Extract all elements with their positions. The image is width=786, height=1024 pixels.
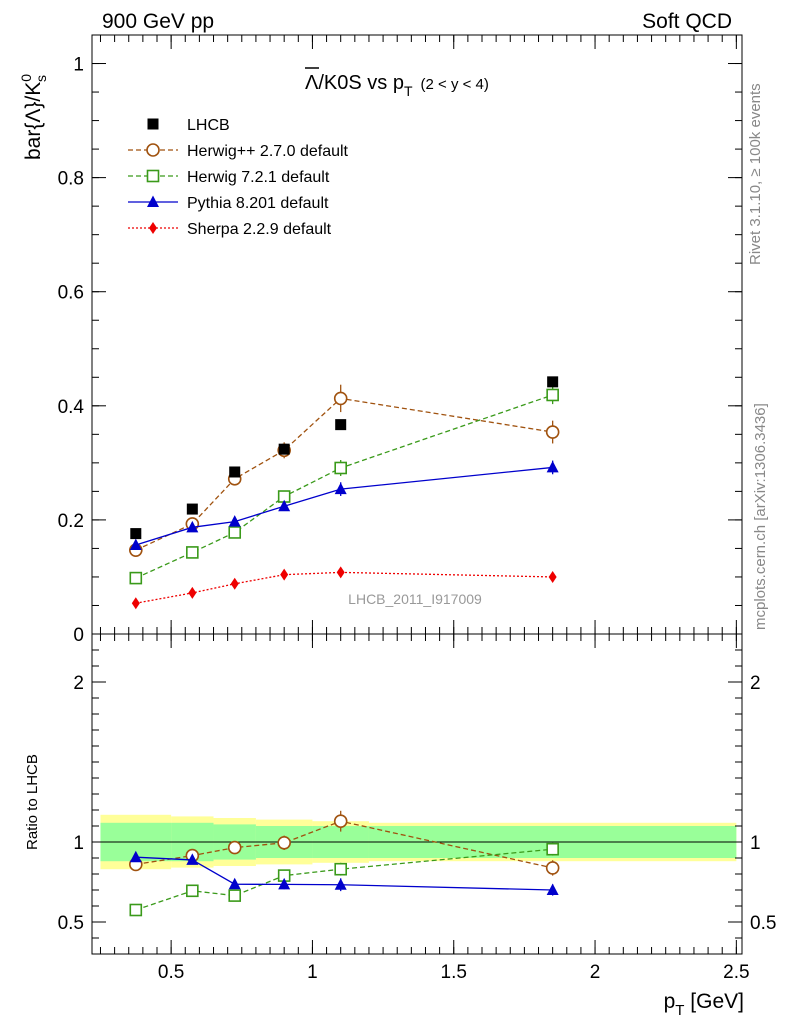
title-lambda: Λ: [305, 72, 319, 94]
xlabel-sub: T: [675, 1002, 684, 1019]
data-point-sherpa: [548, 570, 557, 583]
ratio-point-pythia: [546, 883, 559, 895]
data-point-herwigpp: [333, 391, 348, 406]
data-point-lhcb: [229, 466, 241, 478]
main-ytick-label: 0.8: [58, 169, 84, 190]
data-point-sherpa: [188, 586, 197, 599]
analysis-watermark: LHCB_2011_I917009: [348, 591, 482, 607]
header-left: 900 GeV pp: [102, 10, 214, 33]
data-point-pythia: [186, 520, 199, 533]
legend-marker-herwig7: [146, 169, 160, 183]
ratio-ytick-label: 1: [73, 833, 84, 854]
title-range: (2 < y < 4): [421, 76, 489, 93]
data-point-herwigpp: [545, 425, 560, 439]
ratio-point-pythia: [129, 850, 142, 863]
ratio-ytick-label-right: 1: [750, 833, 761, 854]
main-series-line-sherpa: [135, 571, 553, 604]
ratio-series-line-pythia: [135, 856, 553, 891]
ratio-point-herwig7: [334, 862, 347, 876]
main-series-line-herwigpp: [135, 397, 553, 551]
ratio-point-herwig7: [228, 889, 242, 902]
main-ytick-label: 0.4: [58, 397, 85, 418]
main-ytick-label: 0.6: [58, 283, 84, 304]
data-point-sherpa: [336, 566, 345, 579]
ratio-point-herwig7: [186, 884, 199, 898]
ratio-ytick-label-right: 0.5: [750, 913, 776, 934]
ratio-ylabel: Ratio to LHCB: [24, 754, 41, 850]
ratio-plot-series: [129, 810, 560, 917]
xlabel-main: p: [664, 990, 676, 1013]
ratio-point-pythia: [278, 877, 291, 890]
data-point-lhcb: [278, 443, 290, 455]
ratio-point-herwig7: [546, 842, 559, 856]
data-point-pythia: [334, 482, 347, 495]
title-sub: T: [404, 83, 413, 99]
ratio-ytick-label: 2: [73, 673, 84, 694]
legend-marker-lhcb: [147, 118, 159, 130]
plot-title: Λ/K0S vs pT (2 < y < 4): [305, 67, 489, 99]
xtick-label: 2.5: [723, 962, 749, 983]
rivet-label: Rivet 3.1.10, ≥ 100k events: [747, 83, 764, 265]
ratio-ytick-label: 0.5: [58, 913, 84, 934]
data-point-herwig7: [129, 571, 143, 585]
legend-marker-pythia: [147, 195, 159, 207]
ratio-point-herwigpp: [333, 814, 348, 829]
xtick-label: 2: [590, 962, 601, 983]
legend-label-lhcb: LHCB: [187, 117, 230, 134]
ratio-point-herwigpp: [277, 835, 291, 850]
data-point-herwig7: [186, 546, 199, 559]
xtick-label: 0.5: [158, 962, 184, 983]
data-point-pythia: [546, 460, 559, 473]
data-point-pythia: [278, 499, 291, 512]
main-ytick-label: 0: [73, 625, 84, 646]
xlabel-unit: [GeV]: [684, 990, 744, 1013]
ratio-ytick-label-right: 2: [750, 673, 761, 694]
xtick-label: 1.5: [441, 962, 467, 983]
data-point-sherpa: [280, 568, 289, 581]
data-point-pythia: [129, 538, 142, 551]
legend-marker-sherpa: [149, 222, 157, 234]
data-point-lhcb: [186, 503, 198, 515]
legend-label-pythia: Pythia 8.201 default: [187, 195, 329, 212]
legend-label-herwigpp: Herwig++ 2.7.0 default: [187, 143, 349, 160]
ratio-point-pythia: [334, 878, 347, 890]
data-point-sherpa: [131, 597, 140, 610]
ylabel-sub: s: [33, 75, 49, 82]
data-point-herwig7: [334, 461, 347, 475]
mcplots-label: mcplots.cern.ch [arXiv:1306.3436]: [752, 403, 769, 630]
main-plot-series: [129, 376, 560, 610]
main-ytick-label: 1: [73, 55, 84, 76]
xtick-label: 1: [307, 962, 318, 983]
title-main: /K0S vs p: [318, 72, 404, 94]
axis-ticks: 0 0.2 0.4 0.6 0.8 1 0.5 0.5 1 1 2 2 0.5 1 1.5 2 2.5: [58, 35, 776, 983]
main-series-line-pythia: [135, 466, 553, 546]
ratio-point-herwig7: [129, 903, 143, 917]
legend-label-sherpa: Sherpa 2.2.9 default: [187, 221, 332, 238]
data-point-lhcb: [335, 419, 347, 431]
main-ytick-label: 0.2: [58, 511, 84, 532]
ratio-point-herwigpp: [545, 861, 560, 875]
data-point-lhcb: [547, 376, 559, 388]
ratio-series-line-herwig7: [135, 848, 553, 911]
data-point-sherpa: [230, 577, 239, 590]
title-text: Λ/K0S vs pT (2 < y < 4): [305, 72, 489, 99]
legend-marker-herwigpp: [146, 143, 160, 157]
ylabel-sup: 0: [18, 74, 34, 82]
legend: LHCB Herwig++ 2.7.0 default Herwig 7.2.1 d…: [128, 117, 349, 238]
ratio-point-pythia: [186, 853, 199, 865]
ratio-point-herwigpp: [227, 840, 242, 855]
ylabel-main: bar{Λ}/K: [22, 82, 45, 160]
ratio-frame: [91, 633, 743, 955]
data-point-herwig7: [546, 388, 559, 402]
xlabel: pT [GeV]: [664, 990, 744, 1019]
legend-label-herwig7: Herwig 7.2.1 default: [187, 169, 330, 186]
data-point-lhcb: [130, 528, 142, 540]
data-point-pythia: [228, 515, 241, 527]
main-ylabel: bar{Λ}/K0s: [18, 74, 49, 160]
data-point-herwig7: [228, 526, 242, 539]
ratio-point-pythia: [228, 877, 241, 890]
header-right: Soft QCD: [642, 10, 732, 33]
